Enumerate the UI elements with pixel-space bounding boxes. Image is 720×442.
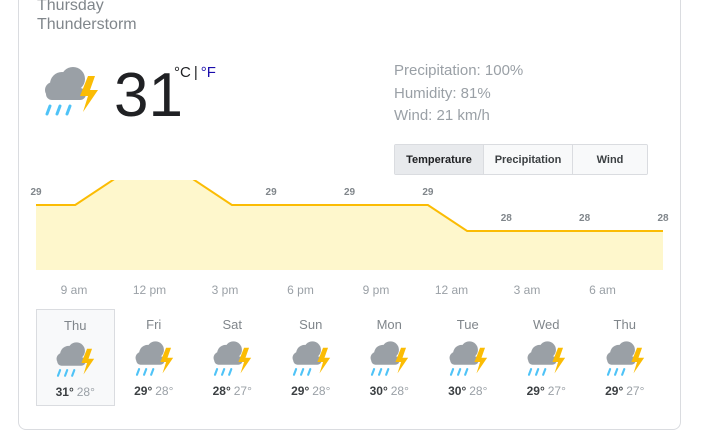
temperature-point-label: 29 [30, 187, 42, 198]
forecast-low: 27° [233, 384, 252, 398]
thunderstorm-icon [603, 336, 647, 378]
current-day: Thursday [37, 0, 104, 14]
time-label: 12 pm [132, 283, 167, 297]
forecast-low: 28° [469, 384, 488, 398]
time-label: 3 pm [211, 283, 239, 297]
precipitation-text: Precipitation: 100% [394, 62, 524, 79]
forecast-day-fri[interactable]: Fri 29° 28° [115, 309, 194, 406]
thunderstorm-icon [446, 336, 490, 378]
forecast-high: 31° [55, 385, 74, 399]
forecast-high: 28° [212, 384, 231, 398]
fahrenheit-unit[interactable]: °F [200, 64, 216, 81]
forecast-temps: 30° 28° [429, 384, 508, 398]
forecast-day-thu[interactable]: Thu 29° 27° [586, 309, 665, 406]
forecast-day-sat[interactable]: Sat 28° 27° [193, 309, 272, 406]
daily-forecast: Thu 31° 28° Fri 29° 28° Sat 28° 27° Sun 29° 28° Mon 3… [36, 309, 664, 406]
forecast-high: 29° [134, 384, 153, 398]
thunderstorm-icon [132, 336, 176, 378]
forecast-low: 27° [547, 384, 566, 398]
forecast-temps: 30° 28° [350, 384, 429, 398]
thunderstorm-icon [289, 336, 333, 378]
forecast-temps: 29° 27° [507, 384, 586, 398]
forecast-low: 28° [312, 384, 331, 398]
weather-details: Precipitation: 100% Humidity: 81% Wind: … [394, 60, 523, 128]
forecast-day-tue[interactable]: Tue 30° 28° [429, 309, 508, 406]
forecast-high: 30° [369, 384, 388, 398]
time-axis: 9 am 12 pm 3 pm 6 pm 9 pm 12 am 3 am 6 am [0, 283, 720, 297]
time-label: 12 am [434, 283, 469, 297]
forecast-day-name: Wed [533, 317, 560, 332]
unit-toggle: °C | °F [174, 64, 216, 81]
current-condition: Thunderstorm [37, 16, 137, 33]
celsius-unit[interactable]: °C [174, 64, 191, 81]
forecast-day-mon[interactable]: Mon 30° 28° [350, 309, 429, 406]
thunderstorm-icon [210, 336, 254, 378]
time-label: 6 pm [287, 283, 314, 297]
forecast-high: 29° [526, 384, 545, 398]
forecast-day-name: Sun [299, 317, 323, 332]
temperature-point-label: 29 [422, 187, 434, 198]
time-label: 9 pm [362, 283, 390, 297]
wind-text: Wind: 21 km/h [394, 107, 490, 124]
forecast-temps: 29° 27° [586, 384, 665, 398]
temperature-point-label: 28 [657, 213, 669, 224]
thunderstorm-icon [40, 60, 102, 118]
forecast-day-wed[interactable]: Wed 29° 27° [507, 309, 586, 406]
forecast-day-name: Mon [376, 317, 402, 332]
forecast-day-sun[interactable]: Sun 29° 28° [272, 309, 351, 406]
thunderstorm-icon [367, 336, 411, 378]
forecast-high: 29° [291, 384, 310, 398]
thunderstorm-icon [53, 337, 97, 379]
time-label: 6 am [589, 283, 616, 297]
temperature-point-label: 28 [579, 213, 591, 224]
forecast-day-name: Fri [146, 317, 162, 332]
time-label: 3 am [513, 283, 541, 297]
forecast-low: 28° [390, 384, 409, 398]
tab-temperature[interactable]: Temperature [395, 145, 484, 174]
forecast-day-name: Thu [64, 318, 87, 333]
forecast-temps: 28° 27° [193, 384, 272, 398]
forecast-temps: 29° 28° [272, 384, 351, 398]
current-temperature: 31 [114, 61, 183, 130]
tab-precipitation[interactable]: Precipitation [484, 145, 573, 174]
forecast-temps: 31° 28° [37, 385, 114, 399]
temperature-chart: 293030292929282828 [30, 180, 669, 270]
forecast-temps: 29° 28° [115, 384, 194, 398]
temperature-area [36, 180, 663, 270]
temperature-point-label: 28 [501, 213, 513, 224]
forecast-day-name: Thu [613, 317, 636, 332]
temperature-point-label: 29 [344, 187, 356, 198]
forecast-low: 27° [626, 384, 645, 398]
temperature-point-label: 29 [266, 187, 278, 198]
tab-wind[interactable]: Wind [573, 145, 647, 174]
forecast-low: 28° [155, 384, 174, 398]
forecast-high: 29° [605, 384, 624, 398]
chart-tabs: Temperature Precipitation Wind [394, 144, 648, 175]
forecast-low: 28° [76, 385, 95, 399]
humidity-text: Humidity: 81% [394, 84, 491, 102]
unit-separator: | [193, 64, 198, 81]
forecast-high: 30° [448, 384, 467, 398]
thunderstorm-icon [524, 336, 568, 378]
forecast-day-name: Sat [222, 317, 242, 332]
time-label: 9 am [60, 283, 88, 297]
forecast-day-thu[interactable]: Thu 31° 28° [36, 309, 115, 406]
forecast-day-name: Tue [456, 317, 479, 332]
temperature-line [36, 180, 663, 232]
